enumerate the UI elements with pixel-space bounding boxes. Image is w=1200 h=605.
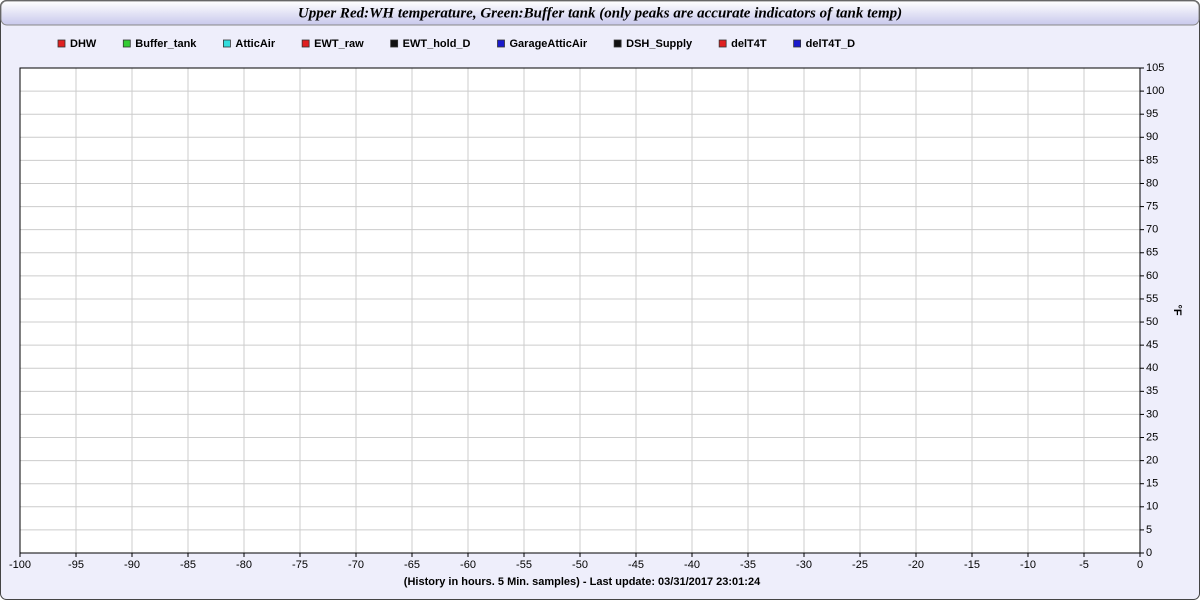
x-tick-label: -35 — [740, 559, 756, 571]
legend-label: EWT_hold_D — [403, 38, 471, 50]
x-tick-label: 0 — [1137, 559, 1143, 571]
legend-swatch — [390, 39, 399, 48]
x-tick-label: -55 — [516, 559, 532, 571]
legend-swatch — [223, 39, 231, 48]
x-tick-label: -15 — [964, 559, 980, 571]
x-tick-label: -25 — [852, 559, 868, 571]
x-tick-label: -45 — [628, 559, 644, 571]
y-tick-label: 20 — [1146, 455, 1158, 467]
x-tick-label: -30 — [796, 559, 812, 571]
plot-border — [19, 67, 1141, 554]
x-tick-label: -5 — [1079, 559, 1089, 571]
legend-label: DHW — [70, 38, 97, 50]
x-tick-label: -90 — [124, 559, 140, 571]
x-tick-label: -75 — [292, 559, 308, 571]
y-axis-label: °F — [1171, 304, 1183, 315]
y-tick-label: 105 — [1146, 62, 1164, 74]
y-tick-label: 0 — [1146, 547, 1152, 559]
y-tick-label: 65 — [1146, 247, 1158, 259]
y-tick-label: 75 — [1146, 200, 1158, 212]
y-tick-label: 10 — [1146, 501, 1158, 513]
legend-label: AtticAir — [235, 38, 275, 50]
legend-label: delT4T_D — [806, 38, 856, 50]
legend-swatch — [497, 39, 505, 48]
x-tick-label: -60 — [460, 559, 476, 571]
y-tick-label: 95 — [1146, 108, 1158, 120]
y-tick-label: 30 — [1146, 408, 1158, 420]
x-tick-label: -95 — [68, 559, 84, 571]
y-tick-label: 50 — [1146, 316, 1158, 328]
legend-label: delT4T — [731, 38, 767, 50]
y-tick-label: 40 — [1146, 362, 1158, 374]
legend-swatch — [613, 39, 622, 48]
title-bar — [0, 0, 1200, 26]
y-tick-label: 90 — [1146, 131, 1158, 143]
x-tick-label: -80 — [236, 559, 252, 571]
x-tick-label: -65 — [404, 559, 420, 571]
x-tick-label: -20 — [908, 559, 924, 571]
legend-label: Buffer_tank — [135, 38, 197, 50]
legend-label: EWT_raw — [314, 38, 364, 50]
x-tick-label: -40 — [684, 559, 700, 571]
y-tick-label: 85 — [1146, 154, 1158, 166]
y-tick-label: 70 — [1146, 224, 1158, 236]
legend-swatch — [301, 39, 310, 48]
y-tick-label: 100 — [1146, 85, 1164, 97]
chart-title: Upper Red:WH temperature, Green:Buffer t… — [298, 5, 902, 21]
y-tick-label: 55 — [1146, 293, 1158, 305]
y-tick-label: 15 — [1146, 478, 1158, 490]
x-tick-label: -50 — [572, 559, 588, 571]
y-tick-label: 80 — [1146, 177, 1158, 189]
legend-swatch — [57, 39, 66, 48]
x-tick-label: -70 — [348, 559, 364, 571]
y-tick-label: 5 — [1146, 524, 1152, 536]
y-tick-label: 25 — [1146, 431, 1158, 443]
x-tick-label: -10 — [1020, 559, 1036, 571]
x-tick-label: -85 — [180, 559, 196, 571]
y-tick-label: 60 — [1146, 270, 1158, 282]
legend-label: DSH_Supply — [626, 38, 693, 50]
x-axis-label: (History in hours. 5 Min. samples) - Las… — [404, 576, 761, 588]
legend-swatch — [793, 39, 802, 48]
x-tick-label: -100 — [9, 559, 31, 571]
y-tick-label: 45 — [1146, 339, 1158, 351]
legend-swatch — [122, 39, 131, 48]
legend-swatch — [718, 39, 727, 48]
legend-label: GarageAtticAir — [510, 38, 588, 50]
y-tick-label: 35 — [1146, 385, 1158, 397]
